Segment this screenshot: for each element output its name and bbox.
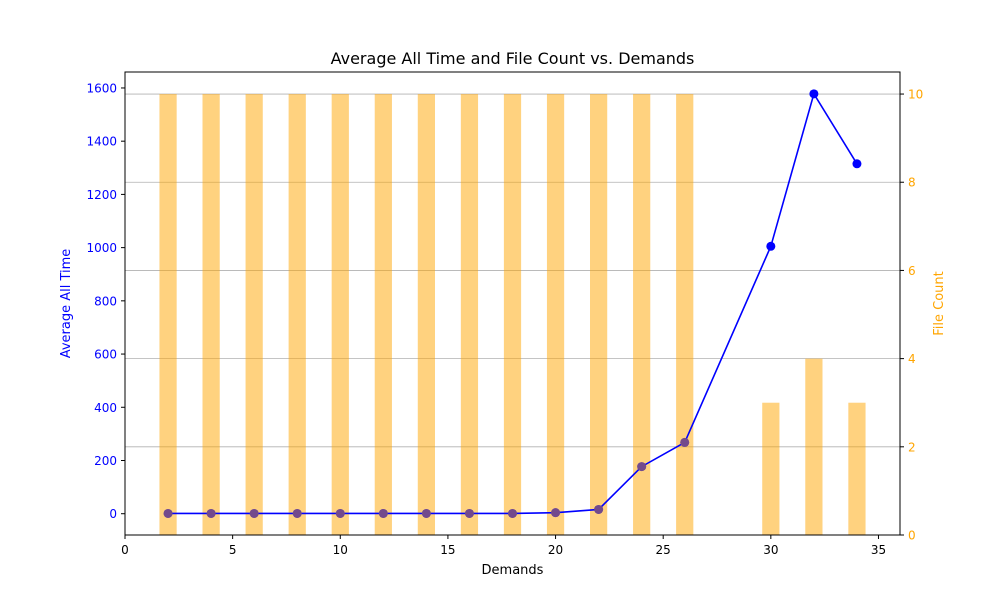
bar bbox=[546, 94, 565, 536]
point-overlay bbox=[249, 508, 259, 518]
y-axis-right-label: File Count bbox=[932, 271, 947, 336]
point-overlay bbox=[464, 508, 474, 518]
point-overlay bbox=[680, 437, 690, 447]
y-left-tick-label: 1200 bbox=[86, 188, 117, 202]
x-tick-label: 0 bbox=[121, 543, 129, 557]
x-tick-label: 35 bbox=[871, 543, 886, 557]
x-tick-label: 5 bbox=[229, 543, 237, 557]
chart-title: Average All Time and File Count vs. Dema… bbox=[331, 49, 695, 68]
line-point bbox=[206, 508, 216, 518]
x-tick-label: 30 bbox=[763, 543, 778, 557]
bar bbox=[288, 94, 306, 536]
line-point bbox=[464, 508, 474, 518]
line-point bbox=[508, 508, 517, 518]
line-point bbox=[335, 508, 345, 518]
bar bbox=[676, 94, 694, 536]
line-point bbox=[378, 508, 388, 518]
line-point bbox=[551, 508, 561, 518]
point-overlay bbox=[551, 508, 561, 518]
y-right-tick-label: 8 bbox=[908, 176, 916, 190]
y-axis-right: 0 2 4 6 8 10 bbox=[900, 88, 923, 543]
y-left-tick-label: 400 bbox=[94, 401, 117, 415]
y-right-tick-label: 4 bbox=[908, 352, 916, 366]
y-axis-left-label: Average All Time bbox=[59, 249, 74, 359]
point-overlay bbox=[163, 508, 173, 518]
point-overlay bbox=[637, 462, 647, 472]
y-right-tick-label: 6 bbox=[908, 264, 916, 278]
x-axis: 0 5 10 15 20 25 30 35 bbox=[121, 535, 886, 557]
bar bbox=[374, 94, 392, 536]
line-point bbox=[594, 504, 604, 514]
line-point bbox=[163, 508, 173, 518]
bar bbox=[245, 94, 263, 536]
point-overlay bbox=[292, 508, 302, 518]
bar bbox=[762, 402, 780, 535]
x-tick-label: 25 bbox=[656, 543, 671, 557]
bar bbox=[848, 402, 866, 535]
line-point bbox=[637, 462, 647, 472]
y-left-tick-label: 1400 bbox=[86, 135, 117, 149]
point-overlay bbox=[594, 504, 604, 514]
bar bbox=[503, 94, 522, 536]
line-point bbox=[766, 241, 776, 251]
y-left-tick-label: 600 bbox=[94, 348, 117, 362]
y-right-tick-label: 0 bbox=[908, 529, 916, 543]
y-left-tick-label: 1600 bbox=[86, 81, 117, 95]
y-right-tick-label: 10 bbox=[908, 88, 923, 102]
line-point bbox=[292, 508, 302, 518]
line-path bbox=[168, 91, 858, 515]
bar bbox=[590, 94, 608, 536]
x-tick-label: 15 bbox=[440, 543, 455, 557]
bar bbox=[633, 94, 651, 536]
y-left-tick-label: 0 bbox=[109, 507, 117, 521]
bar bbox=[460, 94, 479, 536]
line-point bbox=[249, 508, 259, 518]
point-overlay bbox=[206, 508, 216, 518]
line-series bbox=[163, 89, 862, 518]
line-point bbox=[421, 508, 431, 518]
bar bbox=[159, 94, 177, 536]
point-overlay bbox=[335, 508, 345, 518]
bar bbox=[417, 94, 435, 536]
line-point bbox=[852, 159, 862, 169]
y-right-tick-label: 2 bbox=[908, 440, 916, 454]
bar bbox=[331, 94, 349, 536]
point-overlay bbox=[421, 508, 431, 518]
plot-frame bbox=[124, 71, 901, 536]
point-overlay bbox=[508, 508, 517, 518]
y-left-tick-label: 1000 bbox=[86, 241, 117, 255]
bar bbox=[202, 94, 220, 536]
bar bbox=[805, 358, 823, 535]
y-axis-left: 0 200 400 600 800 1000 1200 1400 1600 bbox=[86, 81, 125, 521]
line-point bbox=[809, 89, 819, 99]
y-left-tick-label: 800 bbox=[94, 294, 117, 308]
x-tick-label: 20 bbox=[548, 543, 563, 557]
x-axis-label: Demands bbox=[482, 563, 544, 578]
x-tick-label: 10 bbox=[333, 543, 348, 557]
bar-series bbox=[159, 94, 866, 536]
line-point bbox=[680, 437, 690, 447]
y-left-tick-label: 200 bbox=[94, 454, 117, 468]
point-overlay bbox=[378, 508, 388, 518]
